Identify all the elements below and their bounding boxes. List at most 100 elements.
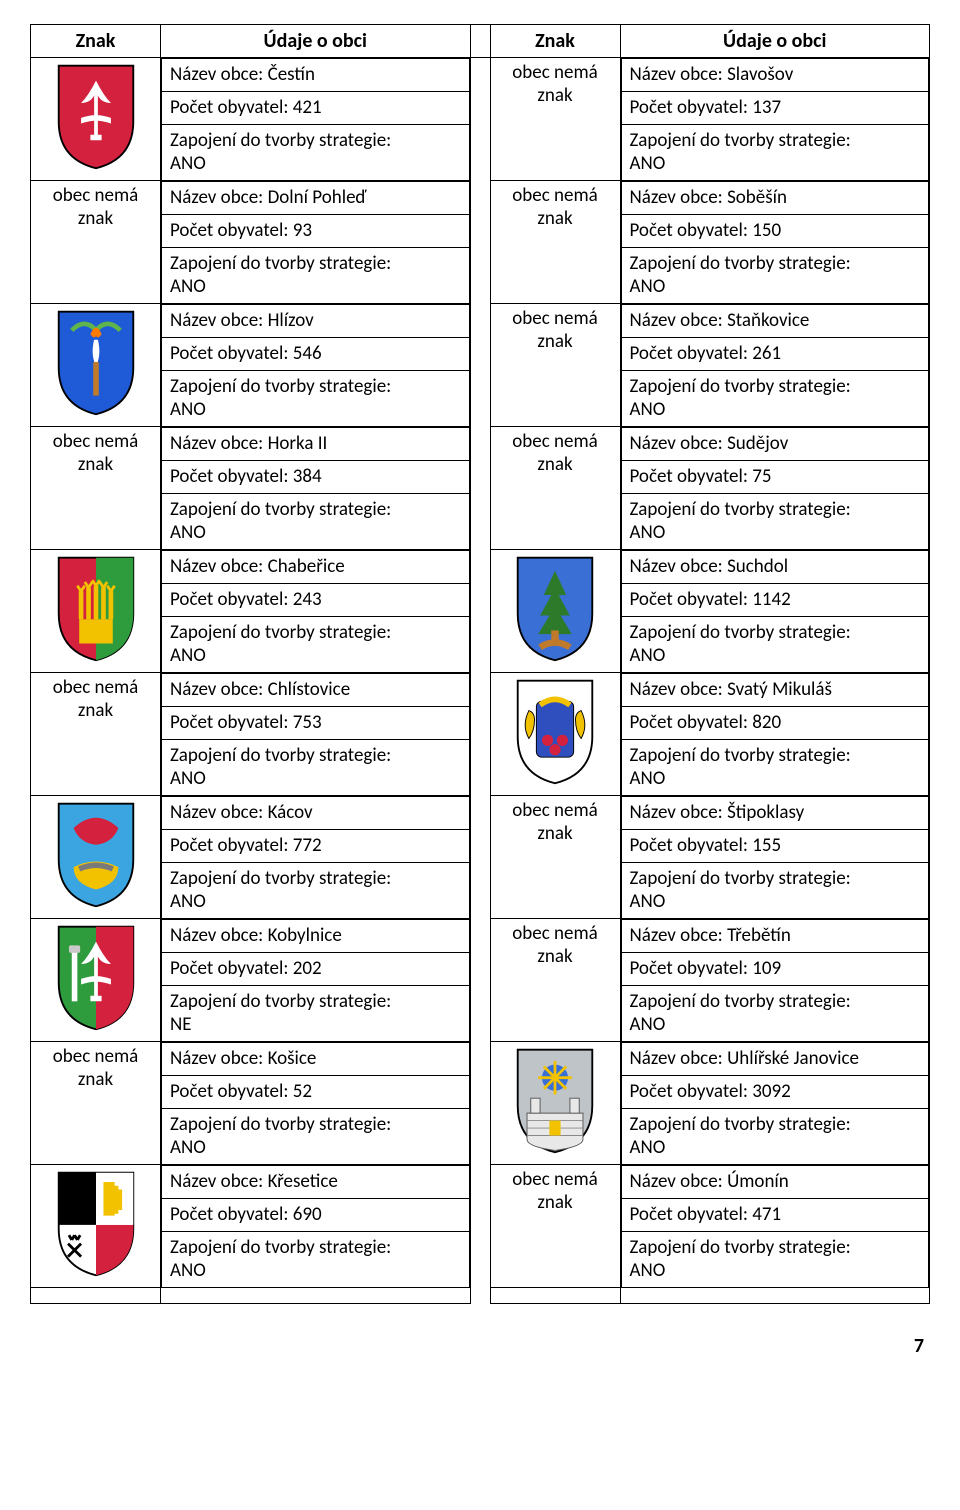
row-zap: Zapojení do tvorby strategie:ANO — [621, 370, 929, 426]
data-left-7: Název obce: Kobylnice Počet obyvatel: 20… — [161, 919, 471, 1042]
data-right-7: Název obce: Třebětín Počet obyvatel: 109… — [620, 919, 930, 1042]
data-left-2: Název obce: Hlízov Počet obyvatel: 546 Z… — [161, 304, 471, 427]
data-left-8: Název obce: Košice Počet obyvatel: 52 Za… — [161, 1042, 471, 1165]
gap — [470, 427, 490, 550]
gap — [470, 58, 490, 181]
row-pop: Počet obyvatel: 150 — [621, 214, 929, 247]
row-zap: Zapojení do tvorby strategie:ANO — [621, 985, 929, 1041]
coat-left-7 — [31, 919, 161, 1042]
row-name: Název obce: Kácov — [162, 797, 470, 830]
row-pop: Počet obyvatel: 109 — [621, 952, 929, 985]
row-name: Název obce: Horka II — [162, 428, 470, 461]
row-pop: Počet obyvatel: 753 — [162, 706, 470, 739]
row-zap: Zapojení do tvorby strategie:ANO — [162, 124, 470, 180]
row-zap: Zapojení do tvorby strategie:ANO — [621, 247, 929, 303]
row-pop: Počet obyvatel: 421 — [162, 91, 470, 124]
no-coat-right-7: obec nemáznak — [490, 919, 620, 1042]
row-name: Název obce: Suchdol — [621, 551, 929, 584]
row-name: Název obce: Křesetice — [162, 1166, 470, 1199]
table-row: Název obce: Čestín Počet obyvatel: 421 Z… — [31, 58, 930, 181]
coat-left-4 — [31, 550, 161, 673]
row-zap: Zapojení do tvorby strategie:ANO — [621, 124, 929, 180]
gap — [470, 304, 490, 427]
data-right-6: Název obce: Štipoklasy Počet obyvatel: 1… — [620, 796, 930, 919]
table-row: Název obce: Chabeřice Počet obyvatel: 24… — [31, 550, 930, 673]
row-name: Název obce: Soběšín — [621, 182, 929, 215]
row-name: Název obce: Košice — [162, 1043, 470, 1076]
row-pop: Počet obyvatel: 243 — [162, 583, 470, 616]
row-pop: Počet obyvatel: 384 — [162, 460, 470, 493]
row-zap: Zapojení do tvorby strategie:ANO — [162, 862, 470, 918]
row-name: Název obce: Chabeřice — [162, 551, 470, 584]
data-right-3: Název obce: Sudějov Počet obyvatel: 75 Z… — [620, 427, 930, 550]
row-zap: Zapojení do tvorby strategie:NE — [162, 985, 470, 1041]
row-name: Název obce: Úmonín — [621, 1166, 929, 1199]
row-pop: Počet obyvatel: 1142 — [621, 583, 929, 616]
row-zap: Zapojení do tvorby strategie:ANO — [621, 1231, 929, 1287]
data-left-6: Název obce: Kácov Počet obyvatel: 772 Za… — [161, 796, 471, 919]
row-name: Název obce: Třebětín — [621, 920, 929, 953]
data-left-4: Název obce: Chabeřice Počet obyvatel: 24… — [161, 550, 471, 673]
coat-right-5 — [490, 673, 620, 796]
row-zap: Zapojení do tvorby strategie:ANO — [621, 739, 929, 795]
gap — [470, 1165, 490, 1288]
page-number: 7 — [30, 1334, 930, 1358]
row-name: Název obce: Svatý Mikuláš — [621, 674, 929, 707]
row-pop: Počet obyvatel: 3092 — [621, 1075, 929, 1108]
data-right-0: Název obce: Slavošov Počet obyvatel: 137… — [620, 58, 930, 181]
row-name: Název obce: Štipoklasy — [621, 797, 929, 830]
no-coat-left-5: obec nemáznak — [31, 673, 161, 796]
table-row: obec nemáznak Název obce: Košice Počet o… — [31, 1042, 930, 1165]
data-left-1: Název obce: Dolní Pohleď Počet obyvatel:… — [161, 181, 471, 304]
row-pop: Počet obyvatel: 546 — [162, 337, 470, 370]
data-left-9: Název obce: Křesetice Počet obyvatel: 69… — [161, 1165, 471, 1288]
header-udaje-right: Údaje o obci — [620, 25, 930, 58]
data-left-3: Název obce: Horka II Počet obyvatel: 384… — [161, 427, 471, 550]
row-name: Název obce: Sudějov — [621, 428, 929, 461]
gap — [470, 550, 490, 673]
row-zap: Zapojení do tvorby strategie:ANO — [621, 1108, 929, 1164]
no-coat-left-8: obec nemáznak — [31, 1042, 161, 1165]
no-coat-right-6: obec nemáznak — [490, 796, 620, 919]
table-row: Název obce: Křesetice Počet obyvatel: 69… — [31, 1165, 930, 1288]
row-zap: Zapojení do tvorby strategie:ANO — [162, 247, 470, 303]
row-zap: Zapojení do tvorby strategie:ANO — [162, 616, 470, 672]
row-pop: Počet obyvatel: 261 — [621, 337, 929, 370]
row-pop: Počet obyvatel: 93 — [162, 214, 470, 247]
row-zap: Zapojení do tvorby strategie:ANO — [162, 1231, 470, 1287]
gap — [470, 181, 490, 304]
row-pop: Počet obyvatel: 155 — [621, 829, 929, 862]
row-pop: Počet obyvatel: 137 — [621, 91, 929, 124]
row-zap: Zapojení do tvorby strategie:ANO — [621, 493, 929, 549]
table-row: Název obce: Hlízov Počet obyvatel: 546 Z… — [31, 304, 930, 427]
row-pop: Počet obyvatel: 75 — [621, 460, 929, 493]
no-coat-left-1: obec nemáznak — [31, 181, 161, 304]
row-pop: Počet obyvatel: 820 — [621, 706, 929, 739]
gap — [470, 25, 490, 58]
data-right-8: Název obce: Uhlířské Janovice Počet obyv… — [620, 1042, 930, 1165]
row-name: Název obce: Hlízov — [162, 305, 470, 338]
row-name: Název obce: Slavošov — [621, 59, 929, 92]
row-name: Název obce: Dolní Pohleď — [162, 182, 470, 215]
data-right-9: Název obce: Úmonín Počet obyvatel: 471 Z… — [620, 1165, 930, 1288]
data-left-5: Název obce: Chlístovice Počet obyvatel: … — [161, 673, 471, 796]
data-left-0: Název obce: Čestín Počet obyvatel: 421 Z… — [161, 58, 471, 181]
header-udaje-left: Údaje o obci — [161, 25, 471, 58]
row-zap: Zapojení do tvorby strategie:ANO — [162, 1108, 470, 1164]
data-right-4: Název obce: Suchdol Počet obyvatel: 1142… — [620, 550, 930, 673]
row-name: Název obce: Staňkovice — [621, 305, 929, 338]
gap — [470, 1042, 490, 1165]
row-name: Název obce: Uhlířské Janovice — [621, 1043, 929, 1076]
row-pop: Počet obyvatel: 772 — [162, 829, 470, 862]
row-name: Název obce: Chlístovice — [162, 674, 470, 707]
gap — [470, 919, 490, 1042]
row-name: Název obce: Čestín — [162, 59, 470, 92]
table-row-empty — [31, 1288, 930, 1304]
no-coat-right-2: obec nemáznak — [490, 304, 620, 427]
no-coat-right-3: obec nemáznak — [490, 427, 620, 550]
row-zap: Zapojení do tvorby strategie:ANO — [621, 616, 929, 672]
gap — [470, 673, 490, 796]
municipality-table: Znak Údaje o obci Znak Údaje o obci Náze… — [30, 24, 930, 1304]
row-pop: Počet obyvatel: 202 — [162, 952, 470, 985]
coat-right-8 — [490, 1042, 620, 1165]
